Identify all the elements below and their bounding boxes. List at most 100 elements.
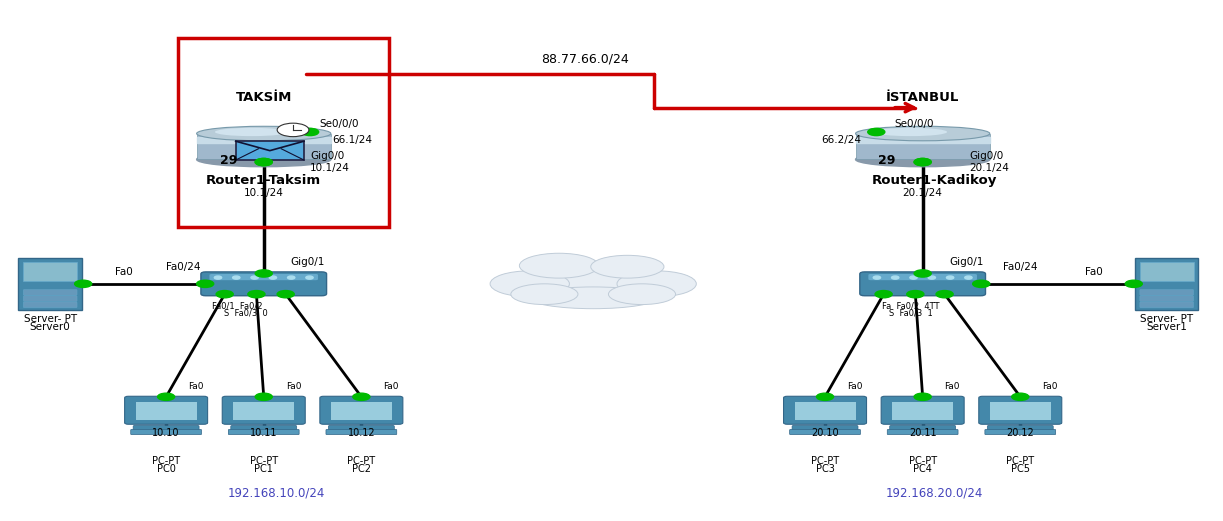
FancyBboxPatch shape	[234, 402, 295, 419]
Text: Gig0/0: Gig0/0	[969, 151, 1003, 161]
FancyBboxPatch shape	[209, 274, 318, 280]
Text: Server1: Server1	[1146, 322, 1188, 332]
Text: PC-PT: PC-PT	[1007, 456, 1035, 466]
Text: PC-PT: PC-PT	[152, 456, 180, 466]
Circle shape	[914, 158, 931, 166]
Text: TAKSİM: TAKSİM	[236, 91, 292, 104]
Polygon shape	[856, 133, 989, 159]
Text: 66.2/24: 66.2/24	[822, 135, 862, 145]
Polygon shape	[197, 137, 331, 143]
Polygon shape	[856, 137, 989, 143]
FancyBboxPatch shape	[125, 396, 208, 424]
Circle shape	[928, 276, 936, 279]
Text: 192.168.20.0/24: 192.168.20.0/24	[887, 486, 983, 499]
Text: Fa0: Fa0	[1042, 382, 1058, 391]
FancyBboxPatch shape	[1135, 258, 1199, 309]
Text: 10.1/24: 10.1/24	[311, 163, 350, 173]
FancyBboxPatch shape	[320, 396, 402, 424]
Ellipse shape	[856, 126, 989, 141]
Ellipse shape	[591, 255, 664, 278]
Circle shape	[214, 276, 221, 279]
Text: PC3: PC3	[816, 464, 834, 474]
Circle shape	[876, 291, 892, 298]
Circle shape	[892, 276, 899, 279]
Text: PC-PT: PC-PT	[347, 456, 375, 466]
FancyBboxPatch shape	[1140, 302, 1194, 308]
Circle shape	[278, 123, 309, 137]
Text: 20.1/24: 20.1/24	[903, 188, 943, 198]
Circle shape	[914, 393, 931, 401]
Text: Fa  Fa0/2  4TT: Fa Fa0/2 4TT	[882, 301, 939, 310]
FancyBboxPatch shape	[18, 258, 82, 309]
Text: Server- PT: Server- PT	[23, 314, 77, 324]
Circle shape	[947, 276, 954, 279]
Circle shape	[256, 393, 273, 401]
FancyBboxPatch shape	[329, 425, 394, 431]
Ellipse shape	[609, 284, 675, 305]
Text: 10.10: 10.10	[153, 428, 180, 438]
Circle shape	[158, 393, 175, 401]
Circle shape	[817, 393, 834, 401]
FancyBboxPatch shape	[978, 396, 1062, 424]
Text: S  Fa0/3  0: S Fa0/3 0	[224, 308, 268, 317]
FancyBboxPatch shape	[236, 141, 305, 160]
Text: 192.168.10.0/24: 192.168.10.0/24	[227, 486, 324, 499]
Bar	[179, 38, 389, 227]
Text: PC-PT: PC-PT	[811, 456, 839, 466]
Text: Router1-Kadikoy: Router1-Kadikoy	[872, 173, 998, 187]
Circle shape	[232, 276, 240, 279]
Text: Se0/0/0: Se0/0/0	[894, 119, 934, 129]
Circle shape	[256, 270, 273, 277]
FancyBboxPatch shape	[201, 272, 327, 296]
Ellipse shape	[197, 126, 331, 141]
Text: Gig0/1: Gig0/1	[949, 257, 983, 267]
FancyBboxPatch shape	[985, 429, 1055, 435]
Ellipse shape	[874, 128, 947, 136]
Circle shape	[216, 291, 234, 298]
Circle shape	[910, 276, 917, 279]
Ellipse shape	[530, 287, 657, 309]
FancyBboxPatch shape	[784, 396, 867, 424]
Circle shape	[287, 276, 295, 279]
Ellipse shape	[532, 264, 654, 298]
Text: PC4: PC4	[914, 464, 932, 474]
Circle shape	[306, 276, 313, 279]
Text: 20.12: 20.12	[1007, 428, 1035, 438]
Polygon shape	[197, 133, 331, 159]
Circle shape	[302, 128, 319, 135]
Text: PC-PT: PC-PT	[909, 456, 937, 466]
Text: Fa0: Fa0	[848, 382, 862, 391]
Text: PC0: PC0	[157, 464, 176, 474]
Text: Gig0/1: Gig0/1	[291, 257, 325, 267]
Circle shape	[936, 291, 953, 298]
FancyBboxPatch shape	[136, 402, 197, 419]
FancyBboxPatch shape	[795, 402, 856, 419]
Text: Gig0/0: Gig0/0	[311, 151, 345, 161]
FancyBboxPatch shape	[231, 425, 297, 431]
Text: 10.1/24: 10.1/24	[243, 188, 284, 198]
FancyBboxPatch shape	[23, 296, 77, 302]
Circle shape	[914, 158, 931, 166]
FancyBboxPatch shape	[1140, 262, 1194, 281]
FancyBboxPatch shape	[892, 402, 953, 419]
Text: 29: 29	[878, 154, 895, 167]
Text: 88.77.66.0/24: 88.77.66.0/24	[541, 53, 629, 66]
FancyBboxPatch shape	[889, 425, 955, 431]
Text: Se0/0/0: Se0/0/0	[320, 119, 360, 129]
Circle shape	[197, 280, 214, 288]
Text: 66.1/24: 66.1/24	[333, 135, 372, 145]
Ellipse shape	[511, 284, 578, 305]
Circle shape	[1011, 393, 1029, 401]
FancyBboxPatch shape	[131, 429, 202, 435]
FancyBboxPatch shape	[868, 274, 977, 280]
FancyBboxPatch shape	[23, 262, 77, 281]
Text: PC5: PC5	[1010, 464, 1030, 474]
FancyBboxPatch shape	[1140, 296, 1194, 302]
Circle shape	[868, 128, 884, 135]
Circle shape	[972, 280, 989, 288]
Circle shape	[965, 276, 972, 279]
Text: Fa0: Fa0	[188, 382, 203, 391]
Text: Fa0: Fa0	[383, 382, 399, 391]
Text: Fa0/1  Fa0/2: Fa0/1 Fa0/2	[212, 301, 262, 310]
Circle shape	[251, 276, 258, 279]
